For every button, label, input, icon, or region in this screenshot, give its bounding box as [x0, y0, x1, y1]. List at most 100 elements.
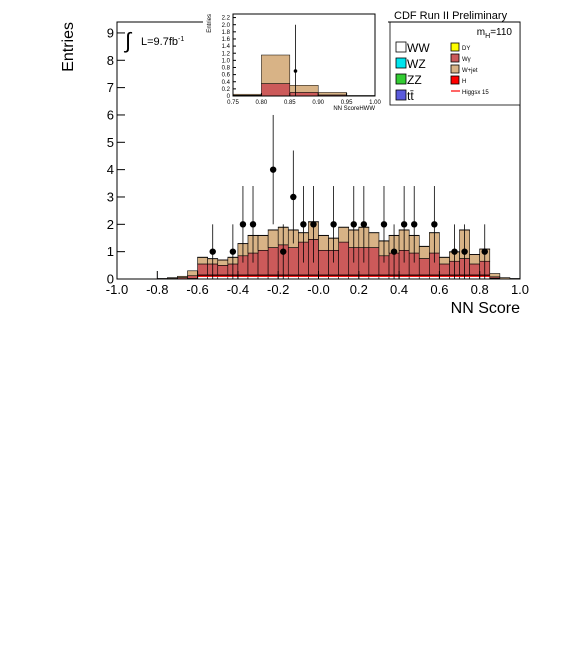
mass-m: m: [477, 27, 485, 38]
x-tick-label: 0.4: [390, 282, 408, 297]
bar-segment: [167, 277, 178, 279]
data-point: [293, 69, 298, 73]
bar-segment: [197, 263, 208, 276]
data-point: [239, 221, 247, 228]
data-point: [481, 248, 488, 255]
bar-segment: [418, 258, 430, 276]
y-tick-label: 2.2: [222, 16, 231, 22]
y-tick-label: 1.2: [222, 51, 231, 57]
legend-swatch: [450, 75, 460, 85]
legend-swatch: [395, 89, 407, 101]
chart-title: CDF Run II Preliminary: [394, 10, 508, 22]
legend-swatch: [450, 64, 460, 74]
data-point: [390, 248, 398, 255]
y-tick-label: 9: [107, 25, 114, 40]
data-point: [350, 221, 357, 228]
x-tick-label: -1.0: [106, 282, 128, 297]
lumi-label: L=9.7fb-1: [141, 36, 184, 48]
x-tick-label: -0.6: [186, 282, 208, 297]
data-point: [411, 221, 418, 228]
y-tick-label: 3: [107, 190, 114, 205]
x-tick-label: 1.0: [511, 282, 529, 297]
y-tick-label: 1.4: [222, 44, 231, 50]
bar-segment: [489, 273, 501, 278]
mass-label: mH=110: [477, 27, 513, 40]
legend-swatch: [450, 53, 460, 63]
x-tick-label: 0.8: [471, 282, 489, 297]
y-tick-label: 1.8: [222, 30, 231, 36]
legend-swatch: [395, 41, 407, 53]
bar-segment: [368, 247, 380, 276]
y-tick-label: 4: [107, 162, 114, 177]
x-tick-label: 0.75: [227, 100, 239, 106]
data-point: [290, 193, 297, 201]
x-tick-label: -0.2: [267, 282, 289, 297]
bar-segment: [232, 93, 262, 96]
y-tick-label: 2: [107, 217, 114, 232]
data-point: [209, 248, 216, 255]
legend-swatch: [450, 42, 460, 52]
y-tick-label: 2.0: [222, 23, 231, 29]
y-tick-label: 1: [107, 244, 114, 259]
y-tick-label: 0.8: [222, 66, 231, 72]
bar-segment: [287, 247, 299, 276]
y-tick-label: 1.6: [222, 37, 231, 43]
x-tick-label: -0.8: [146, 282, 168, 297]
bar-segment: [469, 263, 480, 276]
legend-swatch: [395, 73, 407, 85]
y-tick-label: 8: [107, 53, 114, 68]
bar-segment: [267, 247, 279, 276]
y-tick-label: 6: [107, 108, 114, 123]
bar-segment: [187, 275, 198, 279]
bar-segment: [318, 249, 329, 276]
data-point: [300, 221, 307, 228]
y-tick-label: 0: [227, 94, 231, 100]
lumi-sup: -1: [178, 36, 184, 43]
bar-segment: [289, 92, 319, 97]
y-tick-label: 0: [107, 272, 114, 287]
bar-segment: [317, 92, 347, 96]
legend-label: WW: [407, 41, 430, 55]
data-point: [229, 248, 237, 255]
legend-label: Wγ: [462, 57, 471, 63]
bar-segment: [261, 83, 291, 97]
y-tick-label: 5: [107, 135, 114, 150]
bar-segment: [177, 275, 188, 278]
x-tick-label: -0.4: [227, 282, 249, 297]
bar-segment: [439, 257, 450, 265]
data-point: [360, 221, 368, 228]
bar-segment: [267, 229, 279, 248]
data-point: [249, 221, 257, 228]
y-axis-label: Entries: [60, 22, 77, 72]
bar-segment: [257, 235, 269, 251]
legend-label: DY: [462, 46, 470, 52]
data-point: [269, 166, 277, 173]
x-tick-label: 0.80: [256, 100, 268, 106]
x-axis-label: NN Score: [451, 300, 520, 317]
bar-segment: [318, 235, 329, 251]
bar-segment: [217, 259, 229, 266]
legend-label: ZZ: [407, 73, 422, 87]
data-point: [400, 221, 408, 228]
bar-segment: [187, 270, 198, 277]
legend-label: tt̄: [407, 89, 414, 103]
bar-segment: [257, 249, 269, 276]
y-tick-label: 7: [107, 80, 114, 95]
data-point: [310, 221, 317, 228]
x-tick-label: 0.6: [430, 282, 448, 297]
bar-segment: [338, 241, 350, 276]
y-tick-label: 0.2: [222, 87, 231, 93]
bar-segment: [261, 54, 291, 84]
y-tick-label: 0.4: [222, 80, 231, 86]
legend-label: H: [462, 79, 466, 85]
plot-border: [232, 13, 376, 97]
x-tick-label: 0.90: [312, 100, 324, 106]
bar-segment: [289, 85, 319, 93]
bar-segment: [469, 254, 480, 265]
x-tick-label: 0.85: [284, 100, 296, 106]
legend-label: WZ: [407, 57, 426, 71]
lumi-text: L=9.7fb: [141, 36, 178, 48]
bar-segment: [418, 246, 430, 259]
data-point: [451, 248, 458, 255]
